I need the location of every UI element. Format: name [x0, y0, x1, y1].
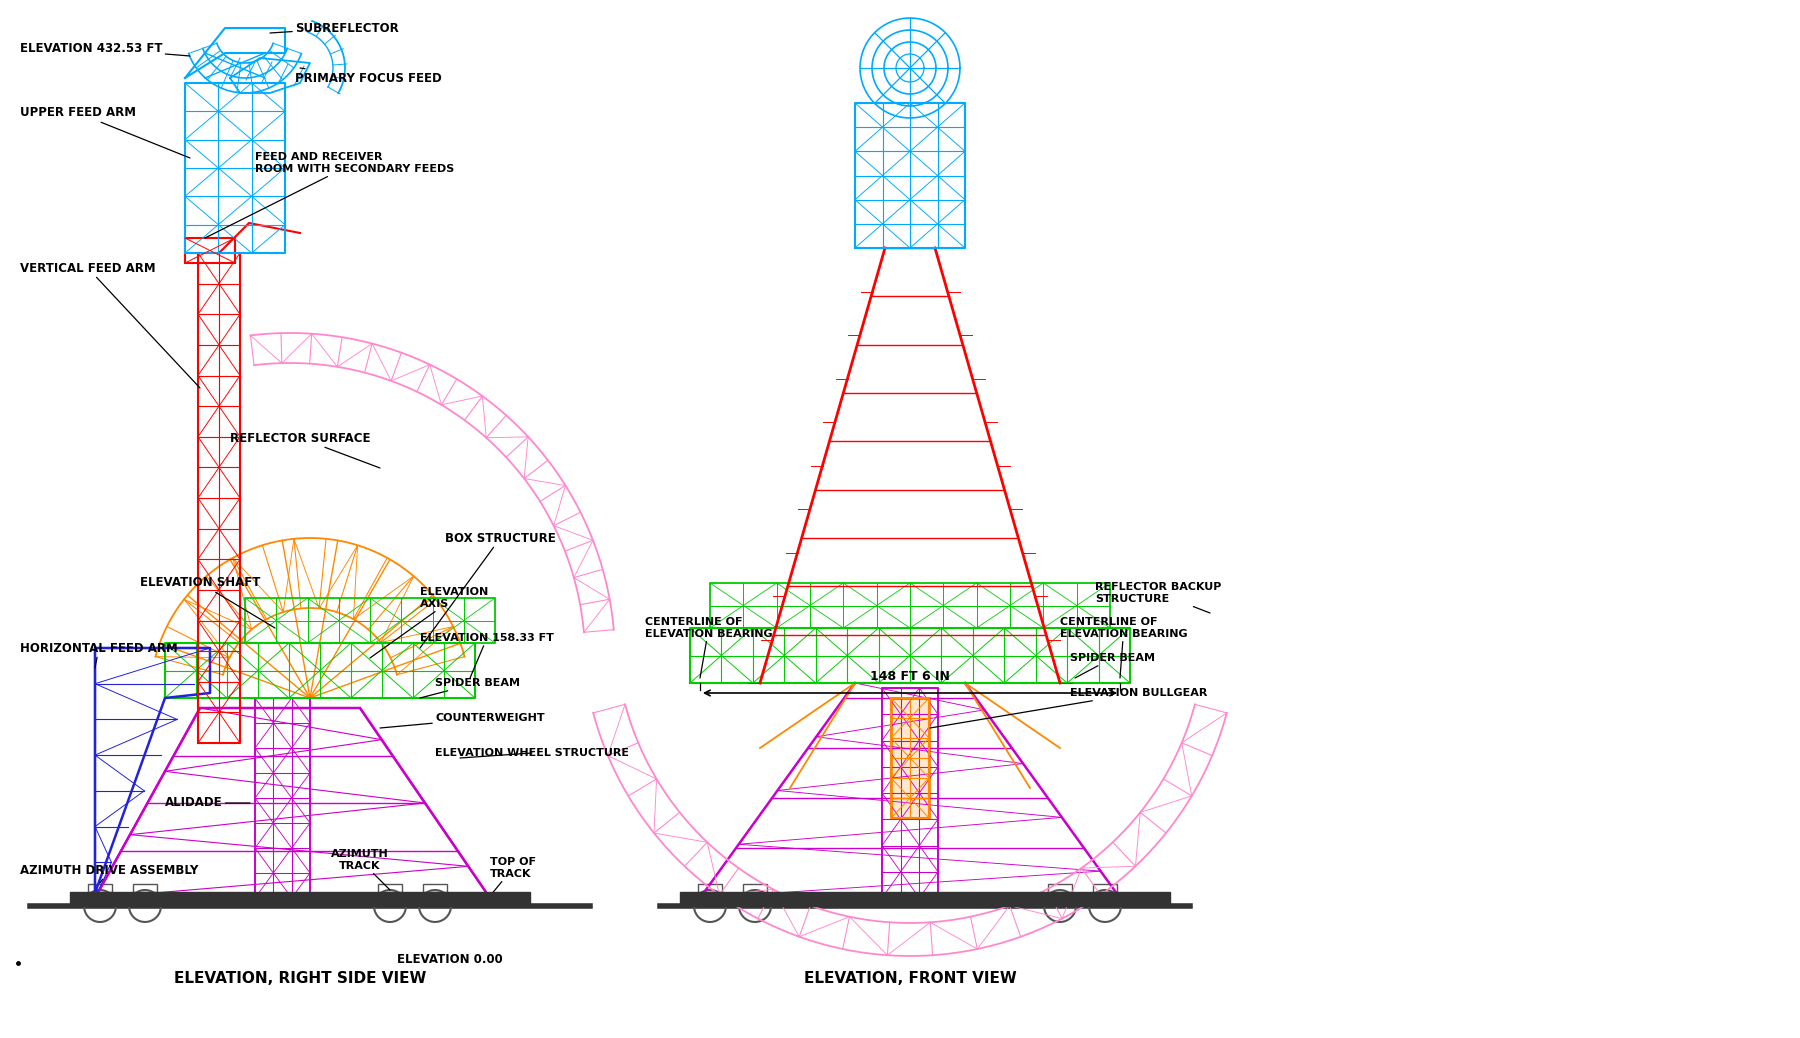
Text: COUNTERWEIGHT: COUNTERWEIGHT: [380, 713, 545, 728]
Bar: [70, 892, 529, 906]
Text: SUBREFLECTOR: SUBREFLECTOR: [270, 22, 400, 34]
Text: ELEVATION 158.33 FT: ELEVATION 158.33 FT: [419, 633, 554, 678]
Text: TOP OF
TRACK: TOP OF TRACK: [490, 857, 536, 896]
Bar: [1048, 884, 1073, 892]
Bar: [88, 884, 112, 892]
Text: SPIDER BEAM: SPIDER BEAM: [1069, 653, 1156, 678]
Bar: [185, 238, 236, 263]
Text: VERTICAL FEED ARM: VERTICAL FEED ARM: [20, 262, 200, 388]
Bar: [378, 884, 401, 892]
Text: ELEVATION 432.53 FT: ELEVATION 432.53 FT: [20, 42, 191, 56]
Text: ELEVATION SHAFT: ELEVATION SHAFT: [140, 576, 275, 628]
Bar: [698, 884, 722, 892]
Bar: [1093, 884, 1118, 892]
Text: HORIZONTAL FEED ARM: HORIZONTAL FEED ARM: [20, 641, 178, 668]
Text: PRIMARY FOCUS FEED: PRIMARY FOCUS FEED: [295, 69, 441, 84]
Text: ELEVATION, RIGHT SIDE VIEW: ELEVATION, RIGHT SIDE VIEW: [175, 971, 427, 986]
Text: ALIDADE: ALIDADE: [166, 796, 250, 810]
Text: REFLECTOR SURFACE: REFLECTOR SURFACE: [230, 432, 380, 468]
Text: AZIMUTH DRIVE ASSEMBLY: AZIMUTH DRIVE ASSEMBLY: [20, 864, 198, 883]
Bar: [133, 884, 157, 892]
Text: UPPER FEED ARM: UPPER FEED ARM: [20, 107, 191, 158]
Text: SPIDER BEAM: SPIDER BEAM: [419, 678, 520, 698]
Bar: [743, 884, 767, 892]
Text: FEED AND RECEIVER
ROOM WITH SECONDARY FEEDS: FEED AND RECEIVER ROOM WITH SECONDARY FE…: [205, 153, 454, 238]
Text: ELEVATION 0.00: ELEVATION 0.00: [398, 953, 502, 966]
Bar: [680, 892, 1170, 906]
Text: BOX STRUCTURE: BOX STRUCTURE: [419, 531, 556, 648]
Text: REFLECTOR BACKUP
STRUCTURE: REFLECTOR BACKUP STRUCTURE: [1094, 582, 1222, 613]
Text: 148 FT 6 IN: 148 FT 6 IN: [869, 670, 950, 683]
Text: ELEVATION
AXIS: ELEVATION AXIS: [371, 588, 488, 658]
Text: CENTERLINE OF
ELEVATION BEARING: CENTERLINE OF ELEVATION BEARING: [644, 618, 772, 678]
Bar: [891, 698, 929, 818]
Text: ELEVATION WHEEL STRUCTURE: ELEVATION WHEEL STRUCTURE: [436, 748, 628, 758]
Text: ELEVATION, FRONT VIEW: ELEVATION, FRONT VIEW: [803, 971, 1017, 986]
Text: AZIMUTH
TRACK: AZIMUTH TRACK: [331, 849, 391, 890]
Bar: [423, 884, 446, 892]
Text: CENTERLINE OF
ELEVATION BEARING: CENTERLINE OF ELEVATION BEARING: [1060, 618, 1188, 678]
Text: ELEVATION BULLGEAR: ELEVATION BULLGEAR: [931, 688, 1208, 728]
